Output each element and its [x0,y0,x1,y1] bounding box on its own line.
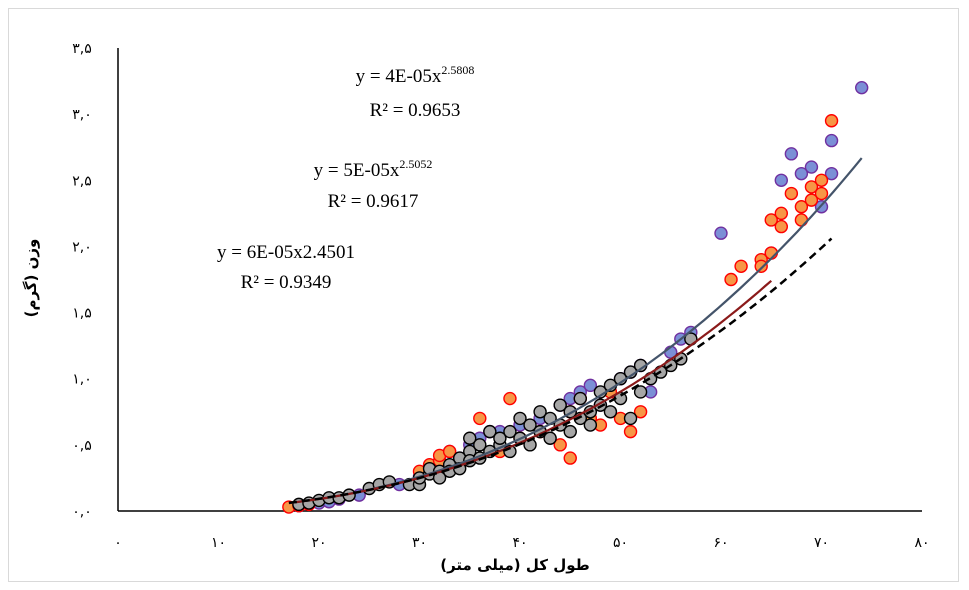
r-squared: R² = 0.9653 [370,100,461,121]
trendlines [288,157,863,505]
data-point [824,133,839,148]
data-point [814,186,829,201]
data-point [553,438,567,452]
x-tick-label: ۶۰ [713,535,728,551]
data-point [503,424,517,439]
trend-equation: y = 6E-05x2.4501 [217,242,355,263]
data-point [473,411,487,426]
data-point [774,219,788,234]
data-point [724,272,738,287]
x-axis-title: طول کل (میلی متر) [440,556,590,574]
data-point [784,186,799,201]
data-point [623,424,638,439]
x-tick-labels: ۰ ۱۰ ۲۰ ۳۰ ۴۰ ۵۰ ۶۰ ۷۰ ۸۰ [114,535,929,551]
data-point [473,438,487,452]
y-tick-label: ۰,۰ [72,504,92,520]
data-point [855,80,869,95]
y-axis-title: وزن (گرم) [22,239,40,318]
data-markers [282,80,869,514]
y-tick-label: ۳,۰ [72,107,92,123]
data-point [824,114,839,128]
y-tick-label: ۲,۰ [72,239,92,255]
x-tick-label: ۷۰ [814,535,829,551]
data-point [503,391,517,406]
y-tick-label: ۰,۵ [72,438,92,454]
x-tick-label: ۳۰ [412,535,427,551]
y-tick-label: ۱,۰ [72,372,92,388]
data-point [804,160,819,174]
data-point [483,424,497,439]
trend-equation: y = 5E-05x2.5052 [314,157,433,181]
data-point [583,418,598,432]
data-point [814,173,829,187]
data-point [734,259,748,273]
data-point [754,259,768,273]
data-point [493,431,507,445]
data-point [794,166,809,181]
data-point [573,391,587,406]
x-tick-label: ۴۰ [512,535,527,551]
x-tick-label: ۲۰ [311,535,326,551]
chart-frame [8,8,959,582]
x-tick-label: ۰ [114,535,122,551]
x-tick-label: ۵۰ [613,535,628,551]
data-point [794,200,809,214]
data-point [804,180,819,194]
equation-base: y = 6E-05x2.4501 [217,242,355,263]
equation-base: y = 4E-05x [356,66,442,87]
data-point [784,147,799,161]
x-tick-label: ۸۰ [914,535,929,551]
data-point [633,385,648,399]
data-point [563,424,577,439]
equation-exponent: 2.5052 [399,157,432,171]
data-point [463,431,477,445]
data-point [523,418,537,432]
equation-base: y = 5E-05x [314,160,400,181]
data-point [633,405,648,419]
data-point [553,398,567,412]
data-point [774,173,788,187]
data-point [603,405,618,419]
data-point [623,411,638,426]
data-point [714,226,728,240]
y-tick-labels: ۰,۰ ۰,۵ ۱,۰ ۱,۵ ۲,۰ ۲,۵ ۳,۰ ۳,۵ [72,41,92,520]
data-point [543,431,557,445]
data-point [442,444,457,459]
x-tick-label: ۱۰ [211,535,226,551]
data-point [563,451,577,465]
equation-exponent: 2.5808 [441,63,474,77]
data-point [774,206,788,221]
data-point [533,405,547,419]
data-point [583,378,598,393]
r-squared: R² = 0.9349 [241,272,332,293]
trendline [288,237,833,505]
data-point [513,411,527,426]
data-point [764,213,778,227]
r-squared: R² = 0.9617 [328,191,419,212]
y-tick-label: ۳,۵ [72,41,92,57]
axes [117,48,922,512]
trend-equation: y = 4E-05x2.5808 [356,63,475,87]
data-point [824,166,839,181]
trendline [288,279,773,505]
y-tick-label: ۲,۵ [72,173,92,189]
y-tick-label: ۱,۵ [72,306,92,322]
data-point [804,193,819,207]
